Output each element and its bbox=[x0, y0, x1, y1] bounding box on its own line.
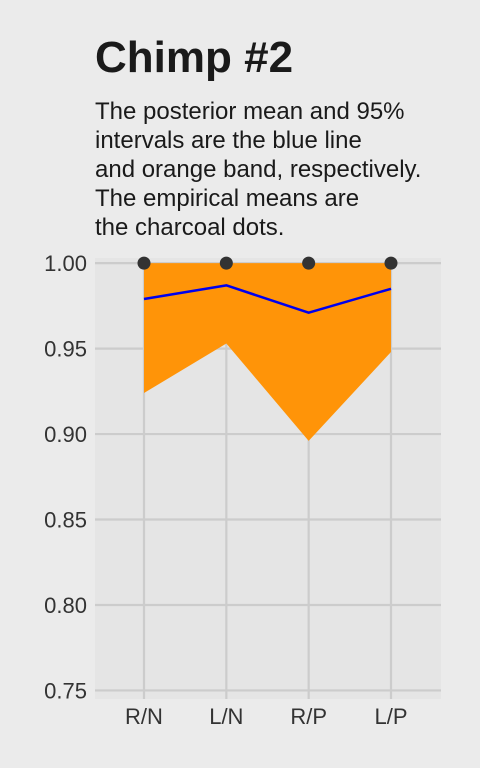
y-axis-ticks: 1.00 0.95 0.90 0.85 0.80 0.75 bbox=[44, 251, 87, 703]
subtitle-line: and orange band, respectively. bbox=[95, 156, 422, 183]
chart-subtitle: The posterior mean and 95% intervals are… bbox=[95, 97, 475, 242]
x-tick-label: L/P bbox=[374, 704, 407, 729]
chart-title: Chimp #2 bbox=[95, 33, 294, 82]
subtitle-line: intervals are the blue line bbox=[95, 127, 362, 154]
y-tick-label: 0.75 bbox=[44, 678, 87, 703]
x-tick-label: R/P bbox=[290, 704, 327, 729]
empirical-mean-dot bbox=[137, 256, 151, 270]
empirical-mean-dot bbox=[384, 256, 398, 270]
mean-line-layer bbox=[143, 284, 392, 314]
x-tick-label: L/N bbox=[209, 704, 243, 729]
y-tick-label: 0.95 bbox=[44, 337, 87, 362]
subtitle-line: the charcoal dots. bbox=[95, 214, 285, 241]
y-tick-label: 1.00 bbox=[44, 251, 87, 276]
y-tick-label: 0.90 bbox=[44, 422, 87, 447]
x-tick-label: R/N bbox=[125, 704, 163, 729]
y-tick-label: 0.80 bbox=[44, 593, 87, 618]
empirical-mean-dot bbox=[219, 256, 233, 270]
posterior-mean-line bbox=[143, 284, 392, 314]
y-tick-label: 0.85 bbox=[44, 508, 87, 533]
subtitle-line: The posterior mean and 95% bbox=[95, 98, 405, 125]
x-axis-ticks: R/N L/N R/P L/P bbox=[125, 704, 407, 729]
empirical-mean-dot bbox=[302, 256, 316, 270]
empirical-dots-layer bbox=[137, 256, 398, 270]
subtitle-line: The empirical means are bbox=[95, 185, 360, 212]
